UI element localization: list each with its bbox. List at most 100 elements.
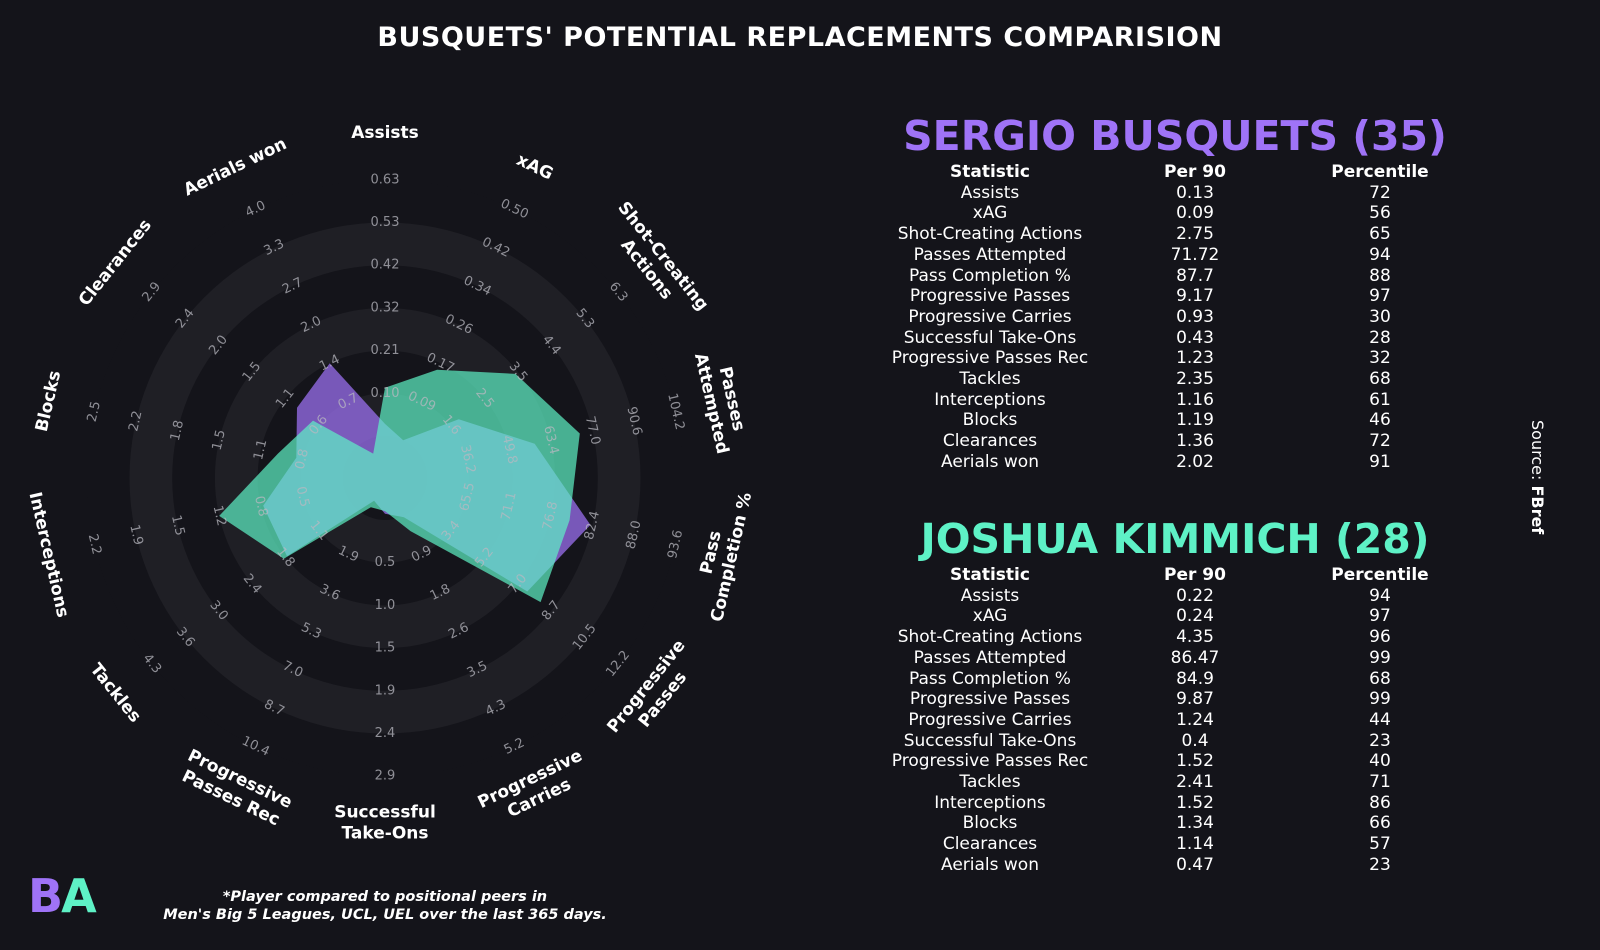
header-percentile: Percentile: [1331, 162, 1429, 182]
cell-per90: 87.7: [1176, 265, 1214, 286]
cell-statistic: Tackles: [959, 772, 1021, 793]
table-row: Progressive Carries 0.93 30: [850, 307, 1500, 328]
cell-percentile: 86: [1369, 792, 1391, 813]
cell-statistic: Pass Completion %: [909, 668, 1071, 689]
table-row: Pass Completion % 87.7 88: [850, 266, 1500, 287]
cell-statistic: Shot-Creating Actions: [897, 627, 1083, 648]
tick-label: 0.32: [371, 300, 400, 315]
cell-statistic: Progressive Passes: [909, 286, 1071, 307]
tick-label: 0.21: [371, 343, 400, 358]
tick-label: 77.0: [582, 415, 603, 447]
axis-label-line: Interceptions: [25, 490, 73, 619]
player-name-busquets: SERGIO BUSQUETS (35): [903, 112, 1447, 160]
axis-label-line: Successful: [334, 803, 436, 823]
tick-label: 1.5: [168, 514, 187, 538]
tick-label: 71.1: [499, 491, 520, 523]
tick-label: 0.5: [375, 555, 396, 570]
cell-percentile: 68: [1369, 369, 1391, 390]
cell-statistic: Assists: [960, 182, 1020, 203]
cell-statistic: Blocks: [962, 410, 1018, 431]
table-row: Progressive Passes Rec 1.23 32: [850, 348, 1500, 369]
table-header-row: Statistic Per 90 Percentile: [850, 565, 1500, 586]
cell-per90: 0.22: [1176, 585, 1214, 606]
series-polygon-kimmich: [219, 369, 580, 603]
table-row: Interceptions 1.16 61: [850, 390, 1500, 411]
cell-per90: 2.75: [1176, 224, 1214, 245]
table-row: Progressive Carries 1.24 44: [850, 710, 1500, 731]
cell-per90: 1.36: [1176, 431, 1214, 452]
cell-statistic: Passes Attempted: [913, 647, 1067, 668]
tick-label: 0.8: [251, 495, 270, 519]
cell-per90: 0.43: [1176, 327, 1214, 348]
cell-percentile: 23: [1369, 730, 1391, 751]
cell-per90: 0.93: [1176, 306, 1214, 327]
cell-per90: 1.52: [1176, 751, 1214, 772]
cell-percentile: 57: [1369, 834, 1391, 855]
header-statistic: Statistic: [950, 565, 1030, 585]
table-row: Passes Attempted 71.72 94: [850, 245, 1500, 266]
cell-percentile: 94: [1369, 585, 1391, 606]
cell-statistic: Tackles: [959, 369, 1021, 390]
table-row: Aerials won 2.02 91: [850, 452, 1500, 473]
tick-label: 2.2: [126, 409, 145, 433]
axis-label: xAG: [513, 150, 556, 185]
tick-label: 0.42: [371, 258, 400, 273]
table-row: Blocks 1.34 66: [850, 813, 1500, 834]
cell-percentile: 40: [1369, 751, 1391, 772]
tick-label: 76.8: [540, 500, 561, 532]
tick-label: 2.9: [375, 769, 396, 784]
cell-statistic: Progressive Passes: [909, 689, 1071, 710]
cell-statistic: xAG: [972, 203, 1008, 224]
table-row: Tackles 2.41 71: [850, 772, 1500, 793]
footnote-line-2: Men's Big 5 Leagues, UCL, UEL over the l…: [163, 907, 607, 923]
stats-table-busquets: Statistic Per 90 Percentile Assists 0.13 7…: [850, 162, 1500, 473]
tick-label: 90.6: [624, 405, 645, 437]
axis-label-line: Tackles: [86, 660, 145, 727]
cell-per90: 84.9: [1176, 668, 1214, 689]
tick-label: 1.1: [251, 438, 270, 462]
cell-statistic: Progressive Carries: [908, 306, 1072, 327]
table-row: Assists 0.13 72: [850, 183, 1500, 204]
cell-statistic: Progressive Carries: [908, 709, 1072, 730]
tick-label: 0.8: [293, 447, 312, 471]
tick-label: 0.63: [371, 172, 400, 187]
cell-percentile: 23: [1369, 854, 1391, 875]
logo: BA: [28, 873, 97, 919]
radar-tick-labels: 0.100.210.320.420.530.630.090.170.260.34…: [85, 172, 687, 783]
cell-statistic: Shot-Creating Actions: [897, 224, 1083, 245]
footnote: *Player compared to positional peers in …: [150, 888, 620, 924]
table-row: Assists 0.22 94: [850, 586, 1500, 607]
axis-label-line: Assists: [351, 123, 419, 143]
tick-label: 0.53: [371, 215, 400, 230]
table-row: xAG 0.09 56: [850, 203, 1500, 224]
source-prefix: Source:: [1528, 420, 1547, 486]
cell-percentile: 65: [1369, 224, 1391, 245]
axis-label: Blocks: [32, 369, 65, 434]
source-name: FBref: [1528, 485, 1547, 535]
header-per90: Per 90: [1164, 565, 1226, 585]
cell-percentile: 88: [1369, 265, 1391, 286]
tick-label: 63.4: [540, 424, 561, 456]
tick-label: 82.4: [582, 510, 603, 542]
footnote-line-1: *Player compared to positional peers in: [222, 889, 548, 905]
cell-percentile: 72: [1369, 182, 1391, 203]
table-row: Shot-Creating Actions 2.75 65: [850, 224, 1500, 245]
tick-label: 0.5: [293, 485, 312, 509]
page-title: BUSQUETS' POTENTIAL REPLACEMENTS COMPARI…: [377, 22, 1223, 53]
cell-percentile: 61: [1369, 389, 1391, 410]
cell-per90: 4.35: [1176, 627, 1214, 648]
cell-per90: 2.02: [1176, 451, 1214, 472]
cell-per90: 1.23: [1176, 348, 1214, 369]
radar-chart: 0.100.210.320.420.530.630.090.170.260.34…: [25, 123, 757, 844]
cell-per90: 0.24: [1176, 606, 1214, 627]
cell-percentile: 99: [1369, 647, 1391, 668]
table-row: Progressive Passes 9.17 97: [850, 286, 1500, 307]
table-row: Blocks 1.19 46: [850, 410, 1500, 431]
tick-label: 1.2: [210, 504, 229, 528]
axis-label-line: xAG: [513, 150, 556, 185]
tick-label: 65.5: [457, 481, 478, 513]
